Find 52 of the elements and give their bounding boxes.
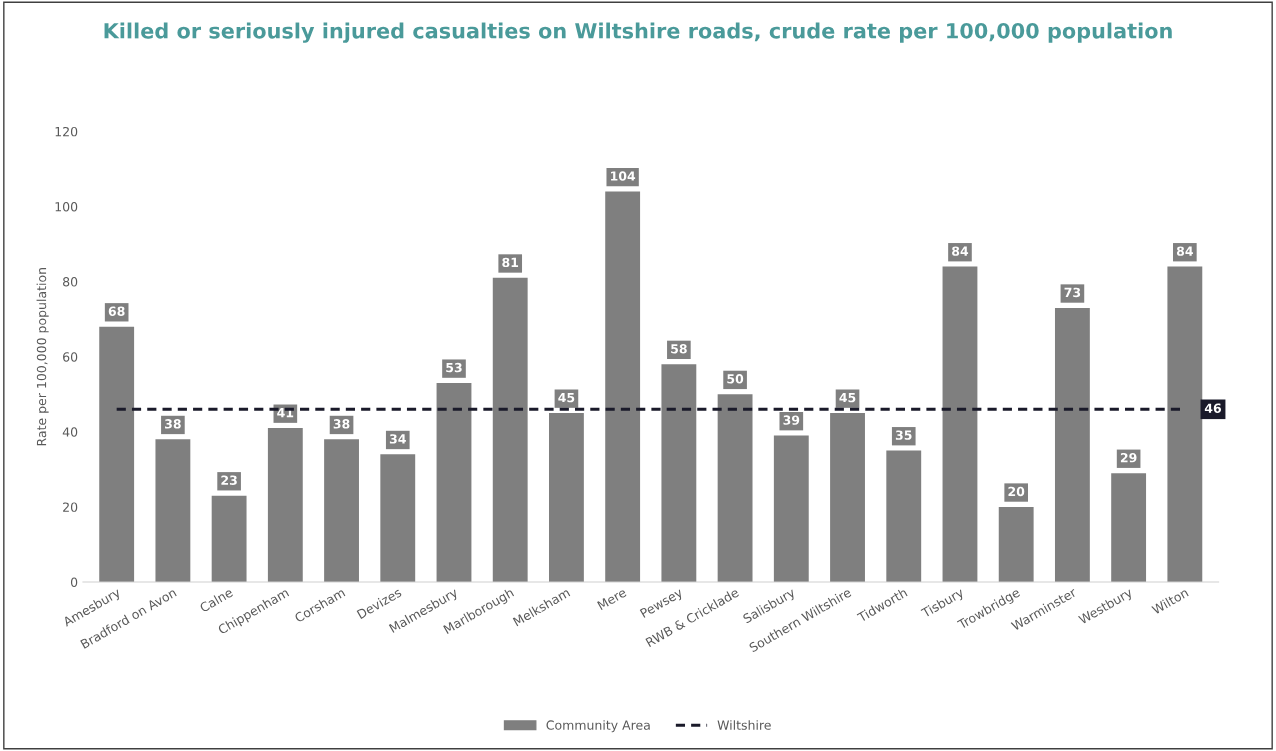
data-label: 45 [558, 393, 575, 403]
data-label: 38 [333, 419, 350, 429]
bar [380, 454, 416, 583]
bar [998, 506, 1034, 583]
data-label: 38 [165, 419, 181, 429]
data-label: 39 [783, 415, 800, 425]
data-label: 50 [727, 374, 744, 384]
bar [155, 439, 191, 583]
data-label: 84 [952, 246, 969, 256]
bar [1167, 266, 1203, 583]
data-label: 104 [611, 171, 636, 181]
y-tick-label: 100 [55, 202, 78, 212]
bar [717, 394, 753, 583]
data-label: 53 [446, 362, 462, 373]
bar [605, 191, 641, 583]
data-label: 20 [1008, 486, 1025, 497]
data-label: 34 [389, 434, 406, 444]
bar [1111, 473, 1147, 583]
bar [324, 439, 359, 583]
chart-title: Killed or seriously injured casualties on Wiltshire roads, crude rate per 100,000 population [104, 22, 1172, 43]
y-tick-label: 60 [63, 352, 78, 362]
bar [492, 277, 528, 583]
bar [436, 383, 472, 583]
legend-label: Community Area [546, 720, 650, 733]
bar [886, 450, 922, 583]
data-label: 23 [221, 475, 237, 485]
legend-label: Wiltshire [717, 720, 771, 730]
bar [1054, 307, 1090, 583]
data-label: 84 [1176, 246, 1193, 256]
y-tick-label: 20 [63, 502, 78, 512]
y-axis-title: Rate per 100,000 population [36, 268, 49, 446]
y-tick-label: 120 [55, 126, 78, 137]
data-label: 81 [502, 257, 519, 268]
data-label: 73 [1064, 287, 1081, 298]
bar [830, 413, 865, 583]
bar [661, 364, 697, 583]
data-label: 68 [108, 306, 125, 316]
y-tick-label: 80 [63, 277, 78, 287]
y-tick-label: 40 [62, 427, 78, 437]
bar [942, 266, 978, 583]
data-label: 58 [671, 344, 687, 354]
data-label: 35 [895, 430, 912, 440]
bar [99, 326, 135, 583]
bar [773, 435, 809, 583]
bar [211, 495, 247, 583]
y-tick-label: 0 [70, 577, 78, 587]
data-label: 45 [839, 393, 856, 403]
bar [549, 413, 584, 583]
bar [267, 428, 303, 583]
data-label: 29 [1120, 452, 1137, 463]
data-label: 46 [1204, 403, 1222, 413]
x-tick-label: Mere [597, 587, 627, 611]
